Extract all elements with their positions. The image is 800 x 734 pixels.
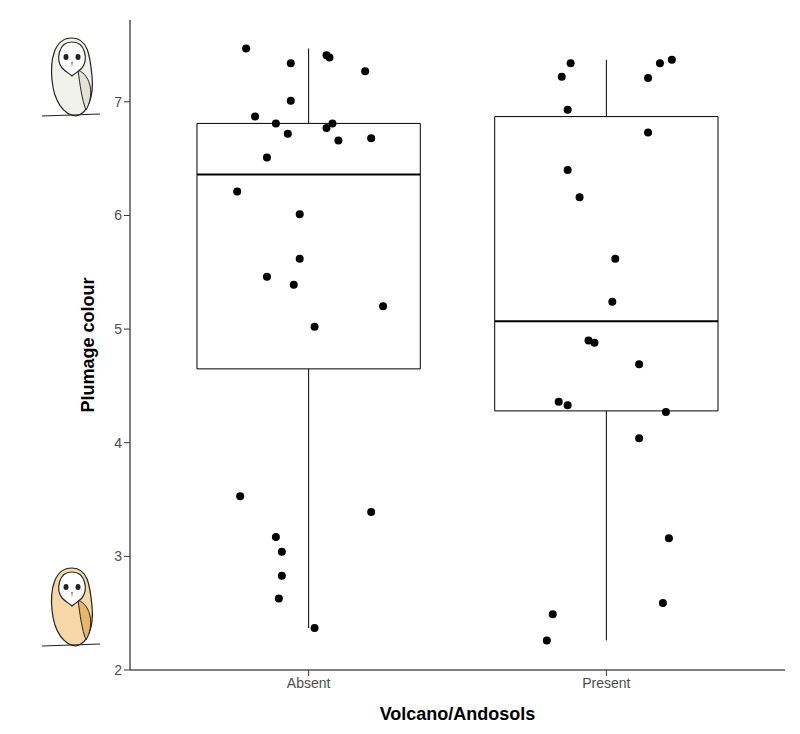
svg-text:Absent: Absent [287,675,331,691]
svg-text:2: 2 [114,662,122,678]
svg-text:Plumage colour: Plumage colour [78,277,98,412]
svg-text:7: 7 [114,94,122,110]
svg-text:5: 5 [114,321,122,337]
svg-text:4: 4 [114,435,122,451]
svg-text:6: 6 [114,207,122,223]
svg-text:Volcano/Andosols: Volcano/Andosols [380,704,536,724]
svg-text:3: 3 [114,548,122,564]
svg-text:Present: Present [582,675,630,691]
